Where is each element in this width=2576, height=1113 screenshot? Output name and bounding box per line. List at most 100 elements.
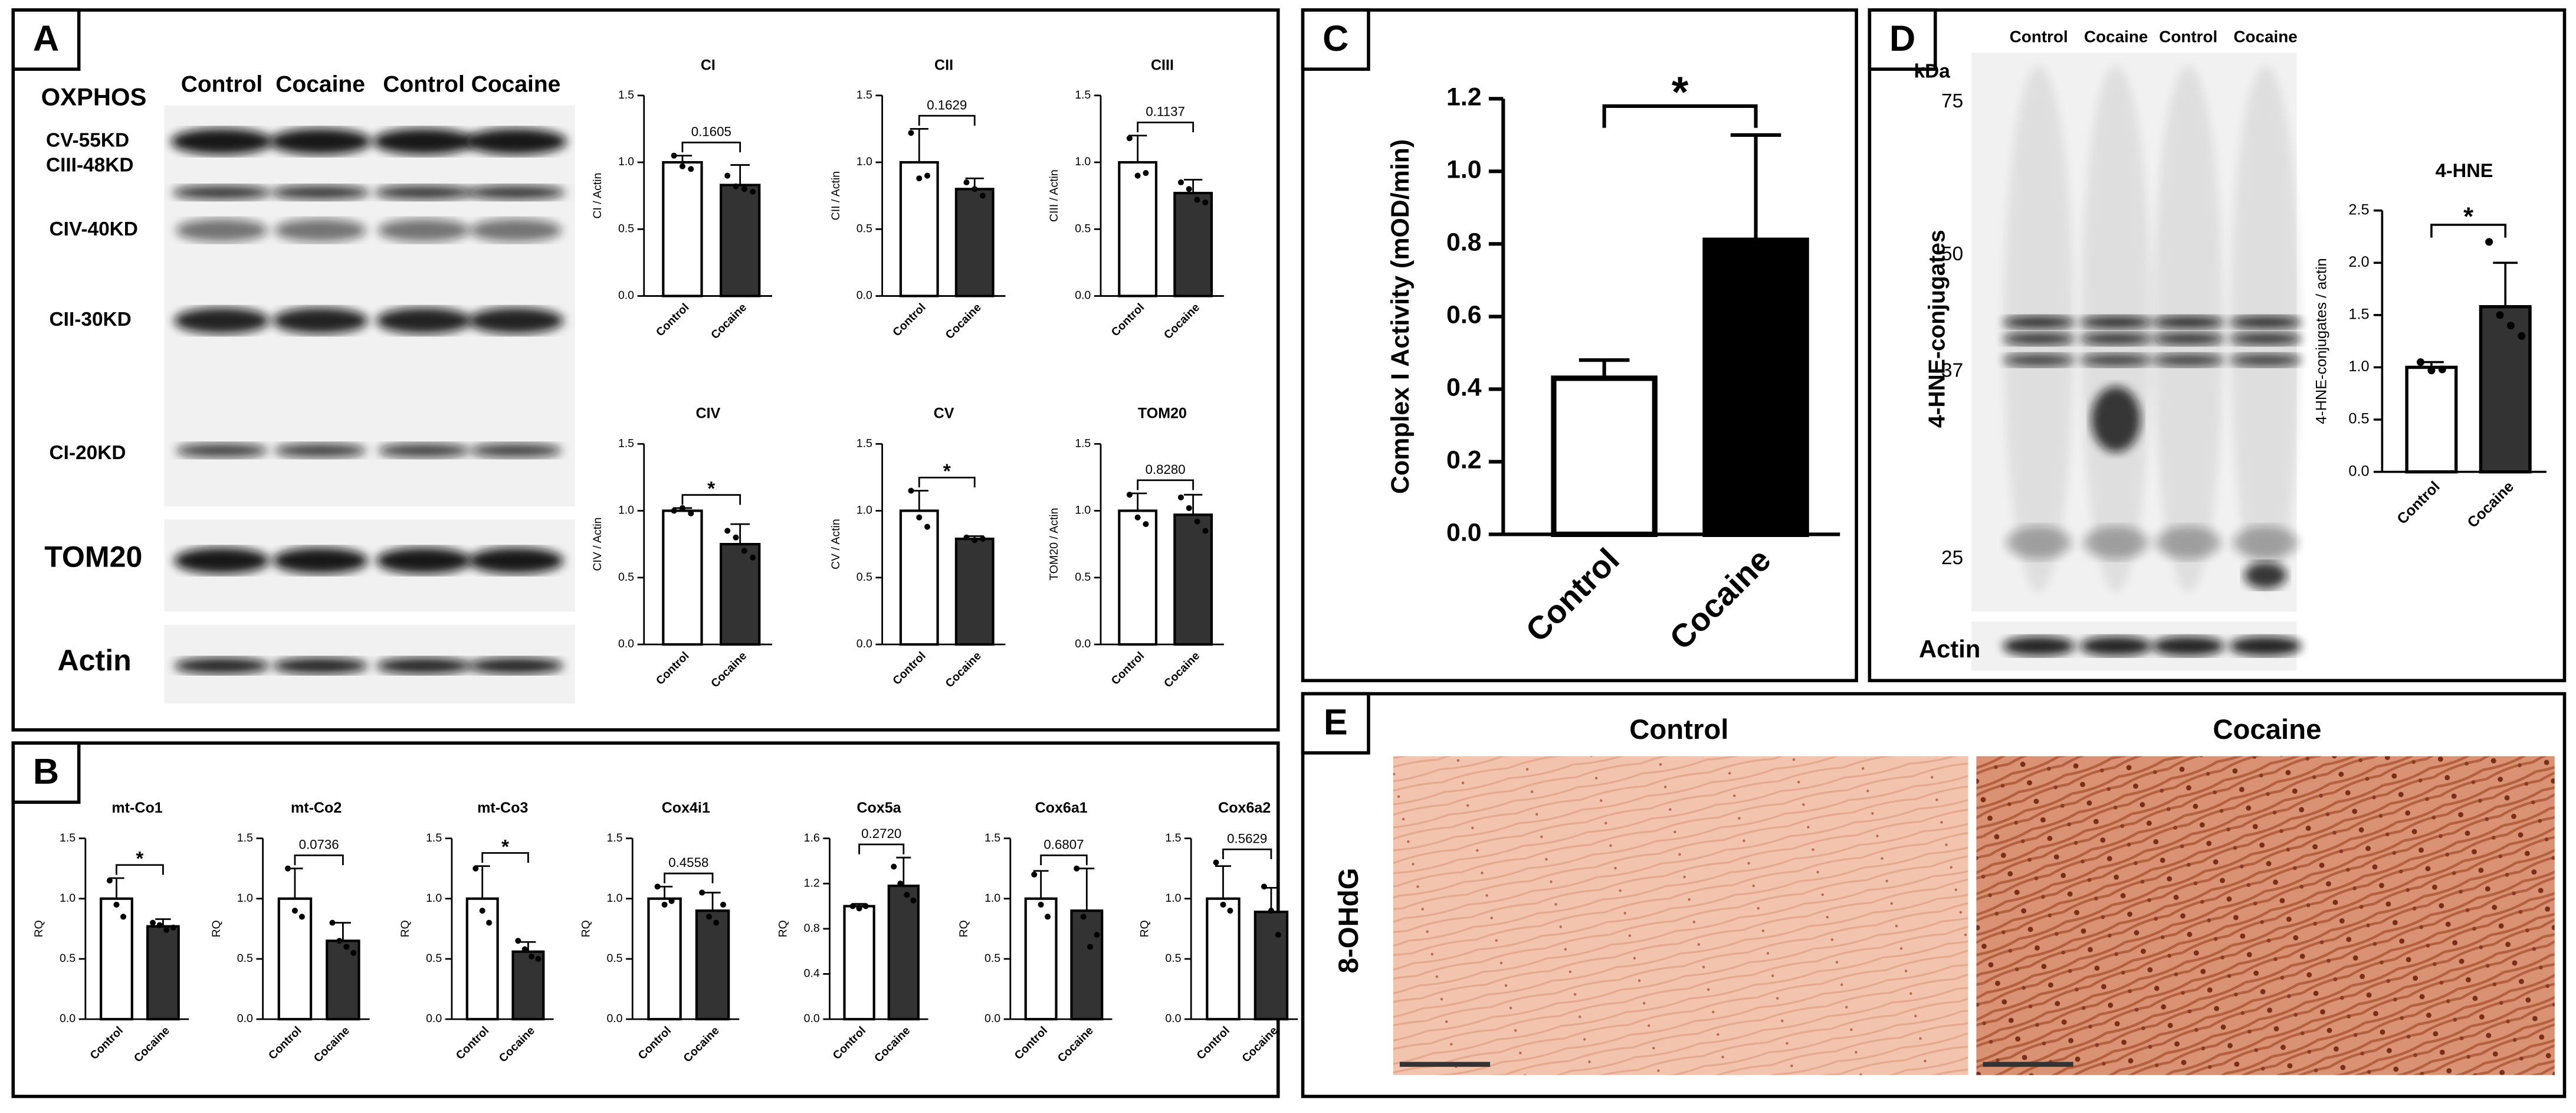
significance-bracket [294,855,344,866]
actin-label: Actin [1919,635,1980,663]
data-point [298,914,305,920]
lane-label: Control [2159,28,2217,46]
y-tick-label: 1.5 [857,89,872,102]
lane-label: Cocaine [2233,28,2297,46]
y-tick-label: 0.0 [857,637,872,650]
data-point [1087,944,1094,950]
frame-c [1301,8,1858,683]
x-tick-label: Cocaine [708,301,749,342]
bar [662,161,703,297]
y-tick-label: 0.0 [857,289,872,302]
blot-band [470,218,562,242]
y-tick-label: 1.5 [2348,306,2369,323]
blot-band [273,307,368,334]
significance-label: * [136,848,143,870]
y-tick-label: 0.5 [857,222,872,235]
data-point [750,188,756,195]
bar [695,909,730,1021]
y-tick-label: 0.5 [1075,571,1091,584]
data-point [113,901,120,908]
data-point [2427,366,2436,375]
lane-label: Control [383,71,465,97]
panel-frames [11,8,2567,1098]
y-tick-label: 0.8 [1446,228,1482,257]
data-point [980,536,986,542]
lane-label: Cocaine [2084,28,2148,46]
blot-band [465,128,567,155]
y-tick-label: 1.0 [618,155,634,168]
y-tick-label: 0.2 [1446,446,1482,474]
data-point [724,528,731,534]
data-point [1045,914,1051,920]
x-tick-label: Cocaine [497,1024,537,1065]
data-point [924,172,931,179]
chart-title: Cox4i1 [662,800,710,816]
blot-ylabel: 4-HNE-conjugates [1925,230,1950,428]
y-axis-label: RQ [957,920,970,937]
chart-title: CV [934,405,954,422]
y-tick-label: 1.5 [618,437,634,450]
chart-title: CIV [695,405,720,422]
data-point [2506,322,2515,330]
data-point [1261,883,1268,890]
blot-band [468,307,564,334]
histology-control [1393,756,1968,1075]
bar-chart: 0.0 0.5 1.0 1.5 CI CI / Actin Control Cocaine 0.… [591,57,772,342]
blots [164,53,2302,704]
y-tick-label: 0.5 [985,952,1000,965]
data-point [535,955,542,962]
data-point [1220,901,1226,908]
x-tick-label: Cocaine [943,301,984,342]
bar [954,537,995,646]
bar [100,897,133,1021]
data-point [1074,865,1080,872]
bar-chart: 0.0 0.5 1.0 1.5 CIII CIII / Actin Control Cocai… [1048,57,1224,342]
blot-band [2229,315,2302,329]
data-point [671,152,677,159]
blot-band [2229,332,2302,346]
x-tick-label: Control [636,1024,674,1062]
bar [1702,237,1809,537]
stain-column: Control [1629,714,1728,745]
bar [843,905,875,1021]
blot-band [2079,353,2152,367]
lane-label: Cocaine [275,71,365,97]
y-tick-label: 1.0 [606,892,622,905]
significance-label: 0.1137 [1146,104,1184,119]
bar [1551,375,1658,537]
significance-bracket [1222,848,1272,859]
letter-box [1868,8,1937,71]
data-point [654,883,661,890]
x-tick-label: Cocaine [872,1024,913,1065]
data-point [1268,908,1274,914]
panel-letters: A B C D E [11,8,1937,804]
y-tick-label: 0.5 [60,952,76,965]
data-point [972,537,978,544]
blot-band [376,307,472,334]
y-tick-label: 1.0 [237,892,253,905]
data-point [980,192,986,199]
bar-chart: 0.0 0.4 0.8 1.2 1.6 Cox5a RQ Control Cocaine 0.27… [777,800,928,1065]
y-tick-label: 0.0 [618,637,634,650]
significance-label: 0.1629 [927,97,967,112]
data-point [750,554,756,561]
bar-chart: 0.0 0.5 1.0 1.5 Cox6a2 RQ Control Cocaine 0.5629 [1138,800,1298,1065]
data-point [720,901,726,908]
data-point [1186,505,1192,511]
y-tick-label: 0.0 [1165,1012,1181,1025]
data-point [1080,914,1087,920]
data-point [661,901,668,908]
data-point [521,946,528,952]
chart-title: 4-HNE [2436,160,2493,181]
stain-row: 8-OHdG [1333,868,1364,973]
chart-title: Cox6a2 [1218,800,1271,816]
data-point [862,903,869,909]
significance-label: 0.6807 [1043,837,1084,852]
panel-letter: B [33,751,59,791]
y-tick-label: 0.5 [237,952,253,965]
panel-letter: C [1323,18,1348,58]
blot-band [269,128,372,155]
blot-band [376,657,472,675]
y-tick-label: 1.0 [1075,155,1091,168]
band-label: CIV-40KD [50,218,138,240]
